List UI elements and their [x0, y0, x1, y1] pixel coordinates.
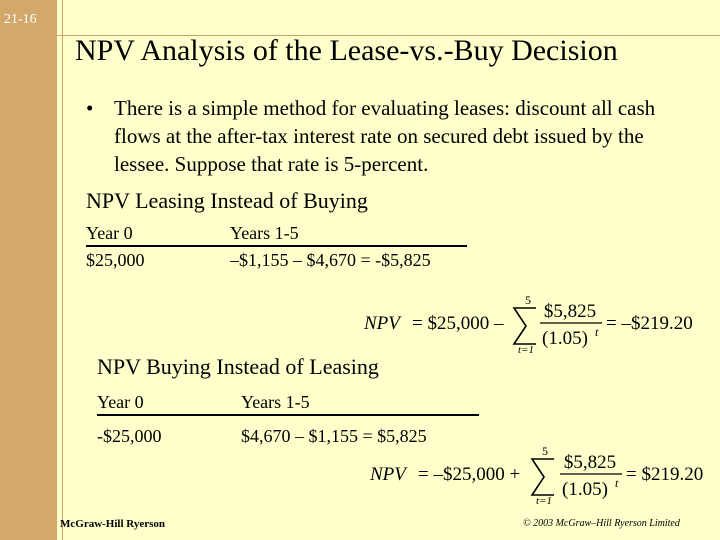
slide-number: 21-16: [4, 12, 37, 27]
buying-exponent: t: [615, 476, 619, 490]
horizontal-divider: [57, 35, 720, 36]
buying-col1-header: Year 0: [97, 392, 144, 412]
leasing-sigma-icon: [512, 307, 536, 345]
buying-sum-lower: t=1: [536, 495, 552, 505]
leasing-npv-first-term: = $25,000 –: [412, 313, 504, 334]
buying-table-rule: [97, 414, 479, 416]
buying-result: = $219.20: [626, 464, 703, 485]
footer-publisher: McGraw-Hill Ryerson: [60, 518, 166, 530]
leasing-sum-lower: t=1: [518, 344, 534, 354]
leasing-heading: NPV Leasing Instead of Buying: [86, 188, 368, 213]
buying-numerator: $5,825: [564, 452, 616, 473]
buying-col2-header: Years 1-5: [241, 392, 310, 412]
slide-title: NPV Analysis of the Lease-vs.-Buy Decisi…: [75, 34, 618, 67]
buying-col2-value: $4,670 – $1,155 = $5,825: [241, 426, 427, 446]
vertical-divider: [62, 0, 63, 540]
buying-npv-first-term: = –$25,000 +: [418, 464, 520, 485]
leasing-denominator: (1.05): [542, 328, 588, 349]
leasing-col2-value: –$1,155 – $4,670 = -$5,825: [230, 250, 431, 270]
leasing-col1-value: $25,000: [86, 250, 145, 270]
slide-sidebar: 21-16: [0, 0, 57, 540]
leasing-npv-lhs: NPV: [363, 313, 402, 334]
buying-denominator: (1.05): [562, 479, 608, 500]
leasing-table-rule: [86, 245, 467, 247]
buying-sum-upper: 5: [542, 444, 548, 458]
leasing-exponent: t: [595, 325, 599, 339]
bullet-text: There is a simple method for evaluating …: [114, 96, 656, 176]
leasing-npv-formula: NPV = $25,000 – 5 t=1 $5,825 (1.05) t = …: [363, 293, 693, 354]
leasing-col2-header: Years 1-5: [230, 223, 299, 243]
buying-npv-formula: NPV = –$25,000 + 5 t=1 $5,825 (1.05) t =…: [369, 444, 703, 505]
leasing-col1-header: Year 0: [86, 223, 133, 243]
buying-heading: NPV Buying Instead of Leasing: [97, 354, 379, 379]
buying-npv-lhs: NPV: [369, 464, 408, 485]
bullet-marker: •: [86, 96, 94, 120]
leasing-numerator: $5,825: [544, 301, 596, 322]
leasing-result: = –$219.20: [606, 313, 693, 334]
buying-sigma-icon: [530, 458, 554, 496]
leasing-sum-upper: 5: [525, 293, 531, 307]
footer-copyright: © 2003 McGraw–Hill Ryerson Limited: [523, 518, 680, 529]
buying-col1-value: -$25,000: [97, 426, 162, 446]
